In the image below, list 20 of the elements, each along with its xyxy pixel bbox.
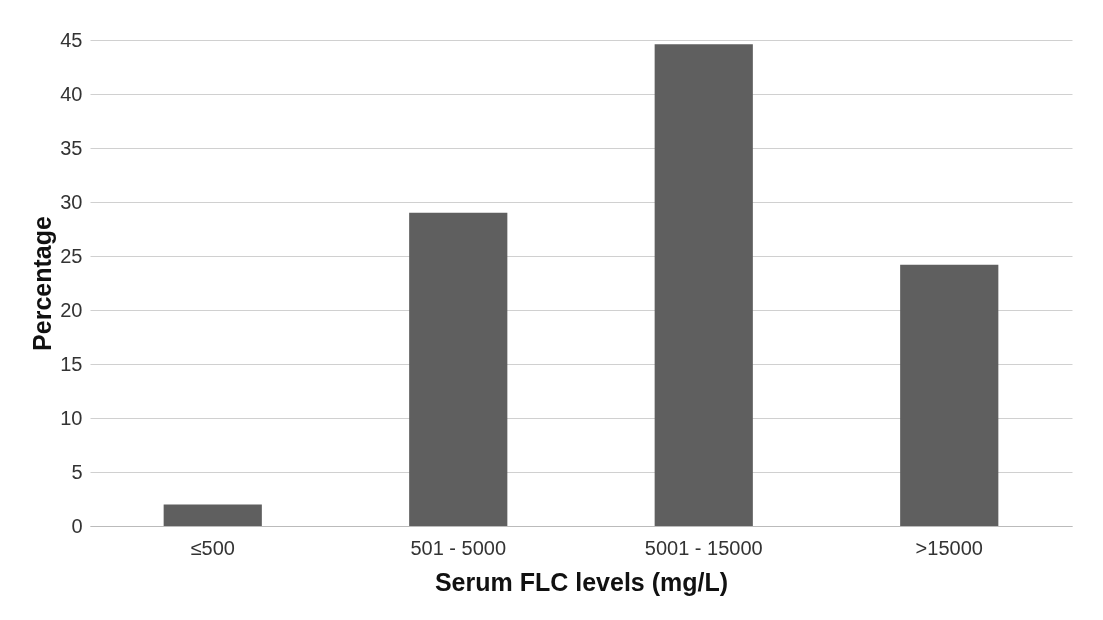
bar [900,264,999,526]
y-tick-label: 25 [60,244,83,267]
x-tick-label: ≤500 [190,536,235,559]
y-axis-title: Percentage [28,216,57,351]
y-tick-label: 10 [60,406,83,429]
bar [409,212,508,526]
y-tick-label: 35 [60,136,83,159]
x-tick-label: >15000 [915,536,983,559]
y-tick-label: 5 [71,460,83,483]
y-tick-label: 15 [60,352,83,375]
y-tick-label: 45 [60,28,83,51]
x-tick-label: 5001 - 15000 [644,536,763,559]
y-tick-label: 20 [60,298,83,321]
x-tick-label: 501 - 5000 [410,536,507,559]
y-tick-label: 30 [60,190,83,213]
x-axis-title: Serum FLC levels (mg/L) [434,567,729,596]
y-tick-label: 40 [60,82,83,105]
bar [163,504,262,526]
y-tick-label: 0 [71,514,83,537]
bar [654,44,753,526]
